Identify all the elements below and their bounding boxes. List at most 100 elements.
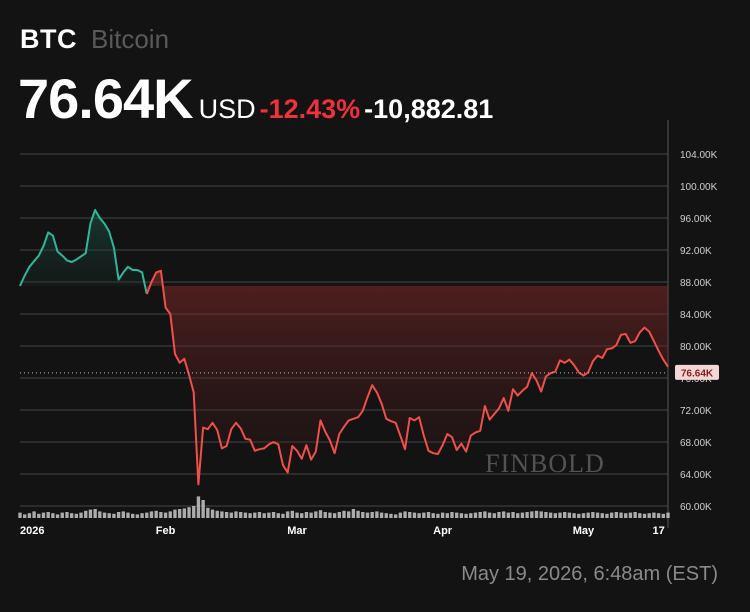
x-tick-label: Apr [433, 525, 453, 537]
volume-bar [281, 513, 285, 518]
y-tick-label: 60.00K [680, 502, 712, 513]
volume-bar [351, 509, 356, 518]
volume-bar [196, 496, 201, 518]
volume-bar [328, 512, 332, 518]
series-line-down [145, 269, 669, 486]
volume-bar [304, 512, 309, 518]
volume-bar [262, 513, 266, 518]
volume-bar [356, 510, 360, 518]
volume-bar [257, 512, 262, 518]
volume-bar [163, 512, 168, 518]
volume-bar [102, 512, 107, 518]
volume-bar [177, 509, 182, 518]
volume-bar [619, 512, 623, 518]
volume-bar [337, 512, 341, 518]
current-value-label: 76.64K [681, 368, 714, 379]
volume-bar [647, 513, 651, 518]
volume-bar [51, 513, 55, 518]
volume-bar [18, 512, 22, 518]
volume-bar [27, 513, 32, 518]
volume-bar [628, 512, 633, 518]
volume-bar [389, 513, 393, 518]
volume-bar [229, 512, 233, 518]
volume-bar [464, 513, 468, 518]
y-tick-label: 96.00K [680, 214, 712, 225]
volume-bar [145, 512, 149, 518]
volume-bar [638, 513, 642, 518]
volume-bar [492, 513, 496, 518]
current-price: 76.64K [18, 67, 194, 130]
area-fills [20, 210, 669, 485]
volume-bar [131, 513, 135, 518]
volume-bar [192, 506, 196, 518]
change-absolute: -10,882.81 [364, 94, 494, 124]
volume-bar [332, 513, 337, 518]
volume-bar [544, 512, 548, 518]
volume-bar [586, 512, 590, 518]
volume-bar [201, 500, 205, 518]
volume-bar [323, 512, 327, 518]
price-lines [19, 209, 669, 486]
volume-bar [473, 512, 478, 518]
volume-bar [384, 513, 388, 518]
volume-bar [210, 509, 215, 518]
y-axis: 104.00K 100.00K 96.00K 92.00K 88.00K 84.00K 80… [680, 150, 718, 513]
volume-bar [422, 512, 426, 518]
change-percent: -12.43% [259, 94, 361, 124]
x-tick-label: 2026 [20, 525, 44, 537]
volume-bar [253, 512, 257, 518]
volume-bar [112, 513, 116, 518]
volume-bar [572, 513, 576, 518]
volume-bar [459, 513, 464, 518]
volume-bar [558, 512, 562, 518]
volume-bar [309, 512, 313, 518]
asset-name: Bitcoin [91, 24, 170, 54]
y-tick-label: 64.00K [680, 470, 712, 481]
volume-bar [285, 511, 290, 518]
volume-bar [483, 511, 487, 518]
x-tick-label: Feb [156, 525, 176, 537]
volume-bar [37, 513, 41, 518]
y-tick-label: 100.00K [680, 182, 718, 193]
volume-bar [563, 512, 567, 518]
x-axis: 2026 Feb Mar Apr May 17 [20, 525, 665, 537]
volume-bar [431, 513, 435, 518]
volume-bar [412, 512, 417, 518]
volume-bar [455, 512, 459, 518]
volume-bar [69, 513, 74, 518]
volume-bar [652, 512, 656, 518]
volume-bar [46, 512, 50, 518]
volume-bar [553, 513, 557, 518]
volume-bar [135, 514, 140, 518]
volume-bar [666, 512, 670, 518]
volume-bar [234, 511, 238, 518]
volume-bar [60, 512, 64, 518]
volume-bar [182, 508, 187, 518]
volume-bar [525, 512, 529, 518]
current-value-badge [675, 364, 719, 380]
y-tick-label: 84.00K [680, 310, 712, 321]
volume-bar [342, 510, 346, 518]
currency-label: USD [198, 94, 256, 124]
volume-bar [426, 512, 431, 518]
volume-bar [173, 509, 177, 518]
volume-bar [243, 512, 248, 518]
volume-bar [539, 511, 543, 518]
volume-bar [497, 512, 501, 518]
volume-bar [65, 512, 69, 518]
volume-bar [595, 512, 600, 518]
volume-bar [436, 513, 440, 518]
watermark: FINBOLD [485, 449, 605, 478]
area-up [20, 210, 147, 294]
y-tick-label: 92.00K [680, 246, 712, 257]
volume-bar [501, 511, 506, 518]
volume-bar [159, 512, 163, 518]
volume-bar [506, 512, 511, 518]
volume-bar [403, 511, 407, 518]
volume-bar [633, 512, 637, 518]
volume-bar [140, 513, 144, 518]
volume-bar [93, 509, 97, 518]
y-tick-label: 68.00K [680, 438, 712, 449]
volume-bar [248, 513, 252, 518]
volume-bar [520, 512, 525, 518]
